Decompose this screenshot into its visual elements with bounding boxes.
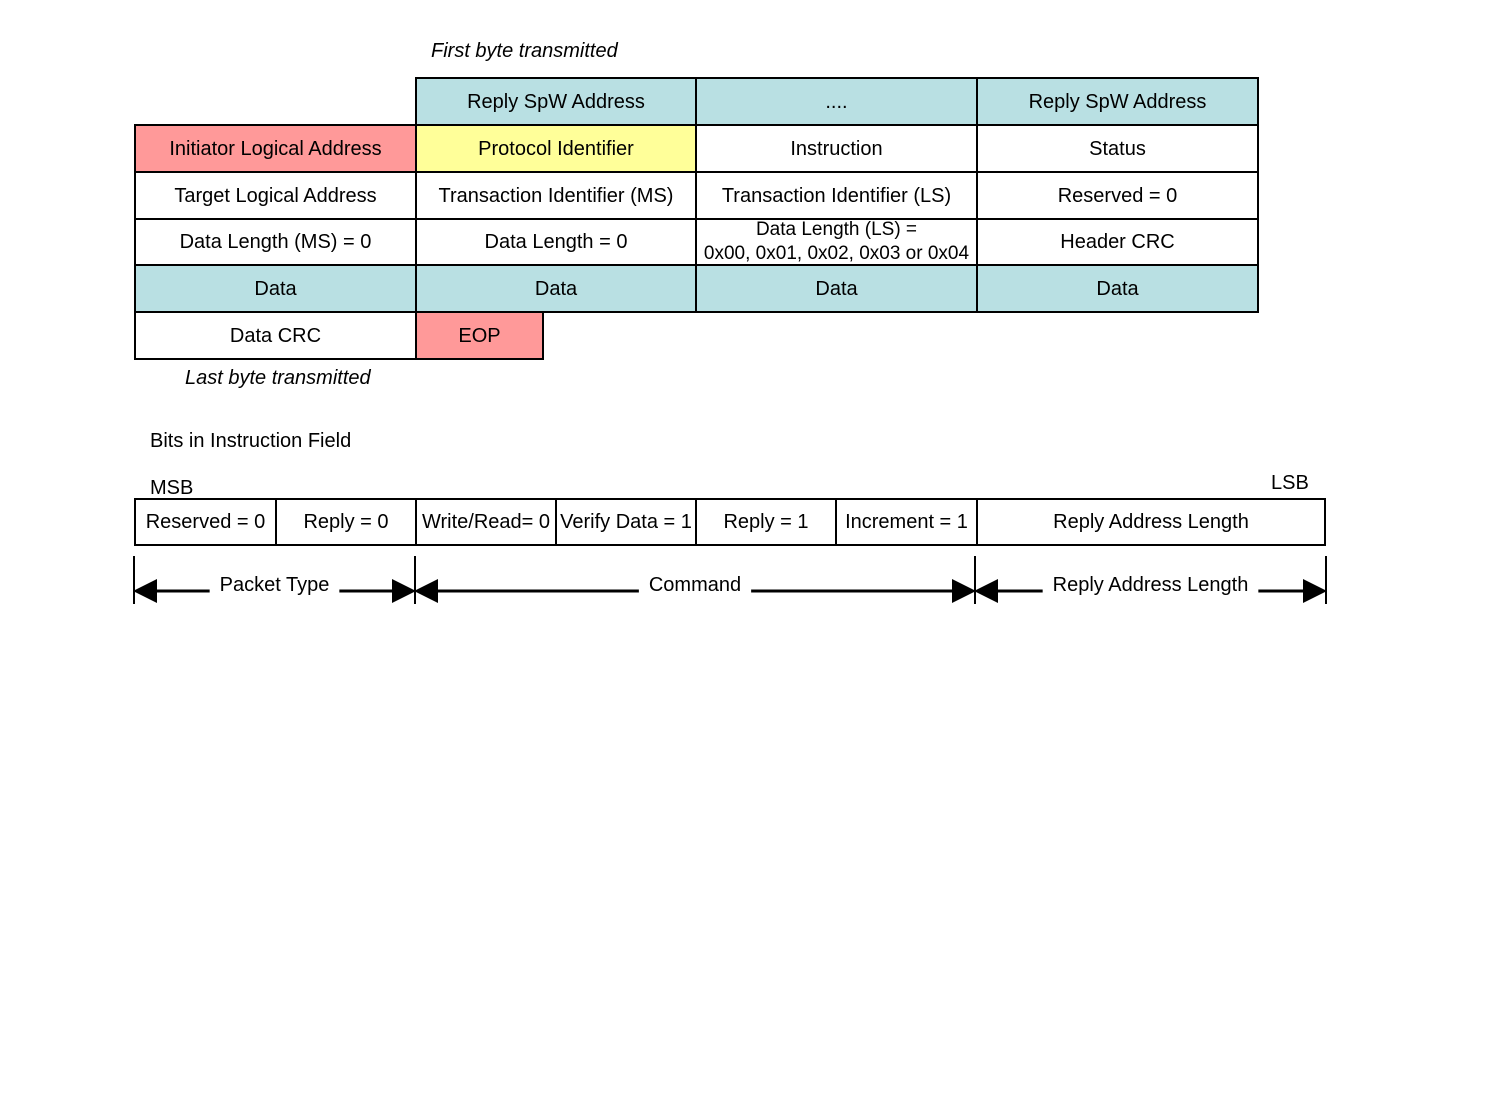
packet-cell: EOP: [415, 311, 544, 360]
packet-cell: Data Length = 0: [415, 218, 697, 266]
instruction-title: Bits in Instruction Field: [150, 430, 352, 452]
group-label: Command: [648, 574, 742, 596]
packet-cell: Initiator Logical Address: [134, 124, 417, 173]
packet-cell: Instruction: [695, 124, 978, 173]
packet-cell: Data Length (MS) = 0: [134, 218, 417, 266]
packet-cell: Data: [976, 264, 1259, 313]
msb-label: MSB: [150, 477, 194, 499]
last-byte-label: Last byte transmitted: [185, 367, 371, 389]
packet-cell: Status: [976, 124, 1259, 173]
packet-cell: Data CRC: [134, 311, 417, 360]
packet-cell: Data: [695, 264, 978, 313]
packet-cell: Data: [134, 264, 417, 313]
first-byte-label: First byte transmitted: [431, 40, 618, 62]
packet-cell: Transaction Identifier (LS): [695, 171, 978, 220]
lsb-label: LSB: [1271, 472, 1309, 494]
group-label: Reply Address Length: [1052, 574, 1249, 596]
packet-cell: Protocol Identifier: [415, 124, 697, 173]
group-label: Packet Type: [219, 574, 330, 596]
packet-cell: Data: [415, 264, 697, 313]
bit-cell: Reply Address Length: [976, 498, 1326, 546]
